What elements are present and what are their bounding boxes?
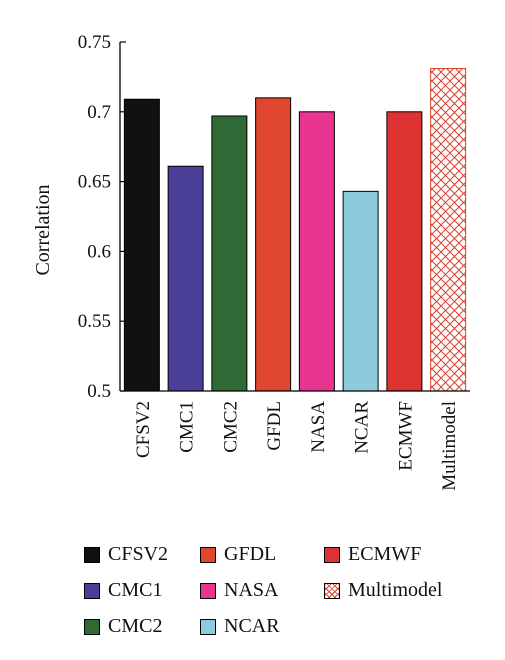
legend-swatch (324, 582, 340, 599)
bar-ecmwf (386, 111, 423, 392)
bar-cmc1 (167, 165, 204, 392)
legend: CFSV2 GFDL ECMWF CMC1 NASA Multimodel CMC2 NCAR (84, 543, 484, 653)
legend-swatch (84, 546, 100, 563)
legend-swatch (324, 546, 340, 563)
y-tick-label: 0.65 (78, 172, 111, 193)
chart: 0.5 0.55 0.6 0.65 0.7 0.75 CFSV2 CMC1 CMC2 GFDL NA… (32, 32, 470, 491)
legend-swatch (84, 618, 100, 635)
legend-item-cmc1: CMC1 (84, 579, 162, 602)
y-tick-label: 0.6 (87, 241, 111, 262)
bar-gfdl (255, 97, 292, 392)
legend-item-nasa: NASA (200, 579, 278, 602)
legend-swatch (200, 546, 216, 563)
y-tick-label: 0.5 (87, 381, 111, 402)
x-tick-label: ECMWF (395, 401, 416, 471)
x-tick-label: NASA (308, 401, 329, 453)
y-tick-label: 0.55 (78, 311, 111, 332)
x-tick-label: CMC1 (177, 401, 198, 453)
legend-item-ecmwf: ECMWF (324, 543, 421, 566)
legend-label: ECMWF (348, 543, 422, 565)
bar-multimodel (430, 68, 467, 392)
legend-label: Multimodel (348, 579, 443, 601)
plot-area: 0.5 0.55 0.6 0.65 0.7 0.75 CFSV2 CMC1 CMC2 GFDL NA… (78, 32, 470, 491)
bar-cmc2 (211, 115, 248, 392)
legend-item-gfdl: GFDL (200, 543, 276, 566)
legend-item-multimodel: Multimodel (324, 579, 442, 602)
legend-swatch (200, 618, 216, 635)
bar-ncar (342, 190, 379, 392)
legend-swatch (84, 582, 100, 599)
legend-label: NCAR (224, 615, 280, 637)
legend-swatch (200, 582, 216, 599)
x-tick-label: GFDL (264, 401, 285, 451)
legend-item-ncar: NCAR (200, 615, 280, 638)
legend-label: NASA (224, 579, 279, 601)
bar-nasa (298, 111, 335, 392)
legend-label: CFSV2 (108, 543, 169, 565)
y-tick-label: 0.7 (87, 102, 111, 123)
legend-item-cmc2: CMC2 (84, 615, 162, 638)
legend-label: CMC1 (108, 579, 163, 601)
y-tick-label: 0.75 (78, 32, 111, 53)
legend-label: CMC2 (108, 615, 163, 637)
x-tick-label: NCAR (352, 401, 373, 454)
x-tick-label: Multimodel (439, 401, 460, 491)
y-axis-title: Correlation (32, 184, 54, 275)
x-tick-label: CMC2 (220, 401, 241, 453)
x-tick-label: CFSV2 (133, 401, 154, 458)
legend-item-cfsv2: CFSV2 (84, 543, 168, 566)
bar-cfsv2 (123, 98, 160, 392)
legend-label: GFDL (224, 543, 277, 565)
